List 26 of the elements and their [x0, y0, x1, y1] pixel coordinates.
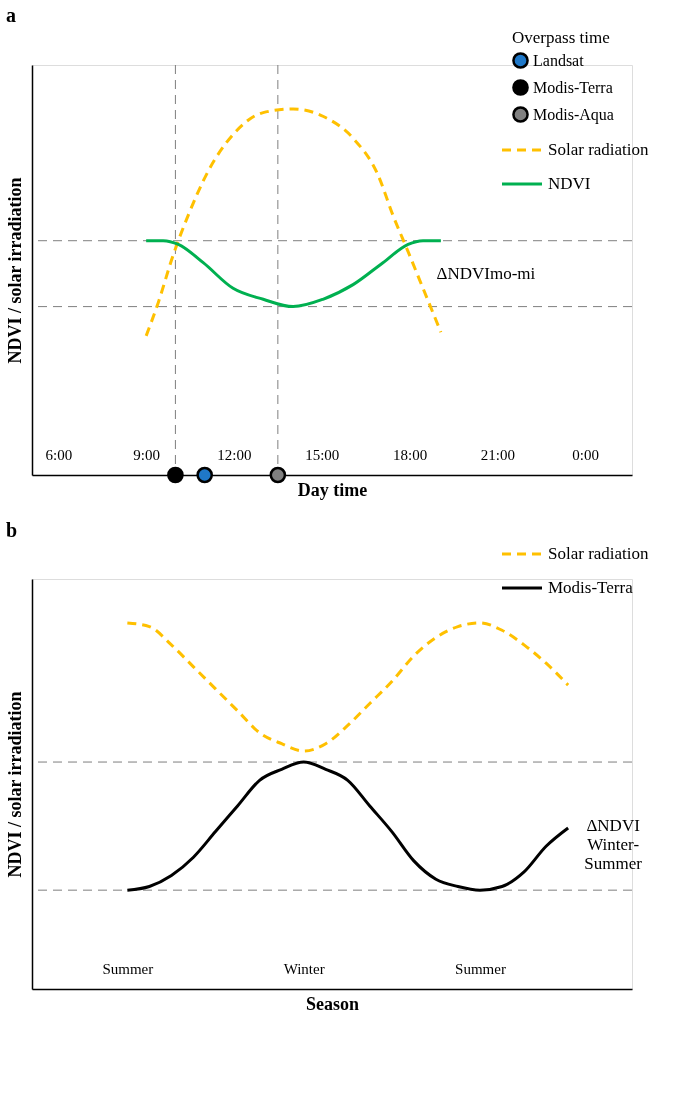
x-tick-label: 15:00	[305, 446, 340, 463]
y-axis-title: NDVI / solar irradiation	[4, 691, 25, 878]
x-tick-label: 12:00	[217, 446, 252, 463]
x-tick-label: 0:00	[572, 446, 600, 463]
y-axis-title: NDVI / solar irradiation	[4, 177, 25, 364]
legend-label: NDVI	[548, 174, 591, 193]
x-tick-label: 9:00	[133, 446, 160, 463]
annotation: ΔNDVImo-mi	[436, 263, 536, 283]
legend-label: Solar radiation	[548, 544, 650, 563]
legend-label: Solar radiation	[548, 140, 650, 159]
legend-label: Modis-Terra	[533, 78, 613, 96]
chart-title: a	[6, 4, 16, 26]
x-tick-label: Summer	[102, 960, 154, 977]
x-axis-title: Day time	[297, 479, 368, 500]
legend-label: Modis-Terra	[548, 578, 634, 597]
x-tick-label: Summer	[455, 960, 506, 977]
x-axis-title: Season	[305, 993, 360, 1014]
chart-title: b	[6, 519, 18, 541]
x-tick-label: 21:00	[480, 446, 515, 463]
legend-label: Landsat	[533, 51, 585, 69]
legend-title: Overpass time	[512, 28, 610, 47]
legend-label: Modis-Aqua	[533, 105, 614, 124]
x-tick-label: 18:00	[392, 446, 428, 463]
x-tick-label: Winter	[283, 960, 325, 977]
text: ΔNDVI Winter- Summer	[584, 816, 643, 874]
x-tick-label: 6:00	[45, 446, 73, 463]
